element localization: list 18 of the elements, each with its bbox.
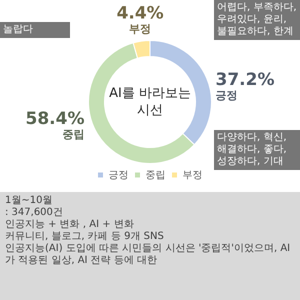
- slice-label: 부정: [129, 22, 152, 36]
- text: 다양하다, 혁신, 해결하다, 좋다, 성장하다, 기대: [214, 130, 300, 170]
- text: 1월~10월: [5, 195, 54, 207]
- slice-label: 중립: [62, 128, 84, 142]
- text: 놀랍다: [0, 22, 70, 38]
- text: AI를 바라보는 시선: [109, 86, 191, 118]
- text: : 347,600건: [5, 207, 64, 219]
- legend-label: 중립: [146, 170, 166, 181]
- text: 커뮤니티, 블로그, 카페 등 9개 SNS: [5, 231, 165, 243]
- data-label: 4.4%: [116, 4, 164, 24]
- slice-label: 긍정: [216, 89, 238, 102]
- data-label: 58.4%: [26, 109, 84, 130]
- text: 인공지능 + 변화 , AI + 변화: [5, 219, 135, 231]
- legend-label: 긍정: [108, 170, 128, 181]
- legend-label: 부정: [182, 170, 202, 181]
- text: 인공지능(AI) 도입에 따른 시민들의 시선은 '중립적'이었으며, AI가 적용된 일상, AI 전략 등에 대한: [5, 243, 292, 267]
- text: 어렵다, 부족하다, 우려있다, 윤리, 불필요하다, 한계: [214, 0, 300, 40]
- data-label: 37.2%: [216, 70, 274, 90]
